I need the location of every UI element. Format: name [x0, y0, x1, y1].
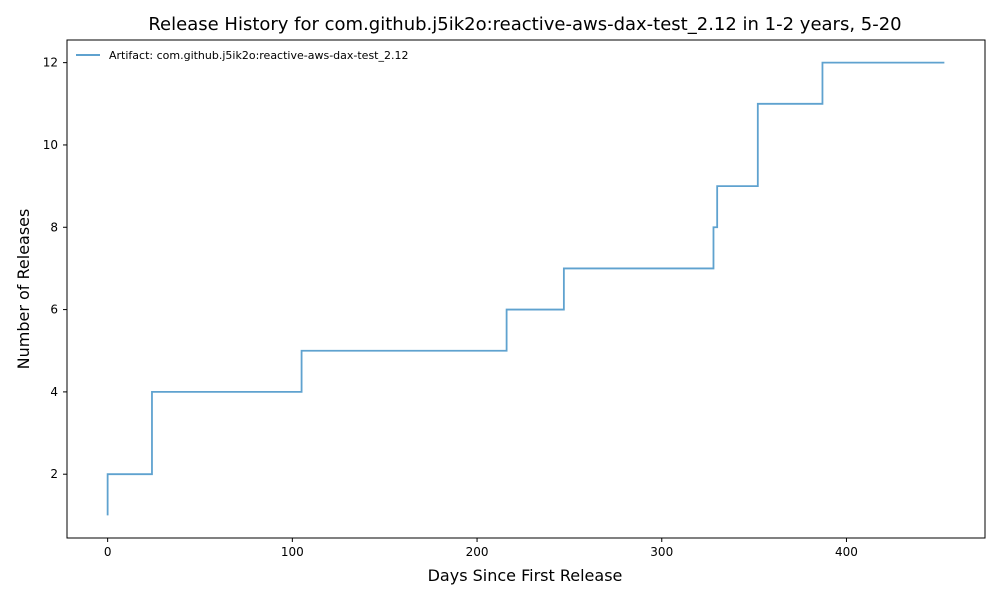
y-axis-label: Number of Releases	[14, 209, 33, 370]
legend-label: Artifact: com.github.j5ik2o:reactive-aws…	[109, 49, 408, 62]
y-tick-label: 8	[50, 220, 58, 234]
series-line	[106, 61, 945, 516]
x-axis-label: Days Since First Release	[428, 566, 623, 585]
y-tick-label: 4	[50, 385, 58, 399]
y-tick-label: 2	[50, 467, 58, 481]
x-tick-label: 0	[104, 545, 112, 559]
x-axis: 0 100 200 300 400	[104, 538, 858, 559]
x-tick-label: 100	[281, 545, 304, 559]
x-tick-label: 200	[466, 545, 489, 559]
legend: Artifact: com.github.j5ik2o:reactive-aws…	[76, 49, 408, 62]
y-axis: 2 4 6 8 10 12	[43, 56, 67, 481]
x-tick-label: 400	[835, 545, 858, 559]
chart-title: Release History for com.github.j5ik2o:re…	[148, 14, 901, 35]
plot-area	[106, 61, 945, 516]
y-tick-label: 6	[50, 303, 58, 317]
y-tick-label: 10	[43, 138, 58, 152]
x-tick-label: 300	[650, 545, 673, 559]
plot-frame	[66, 39, 986, 539]
y-tick-label: 12	[43, 56, 58, 70]
